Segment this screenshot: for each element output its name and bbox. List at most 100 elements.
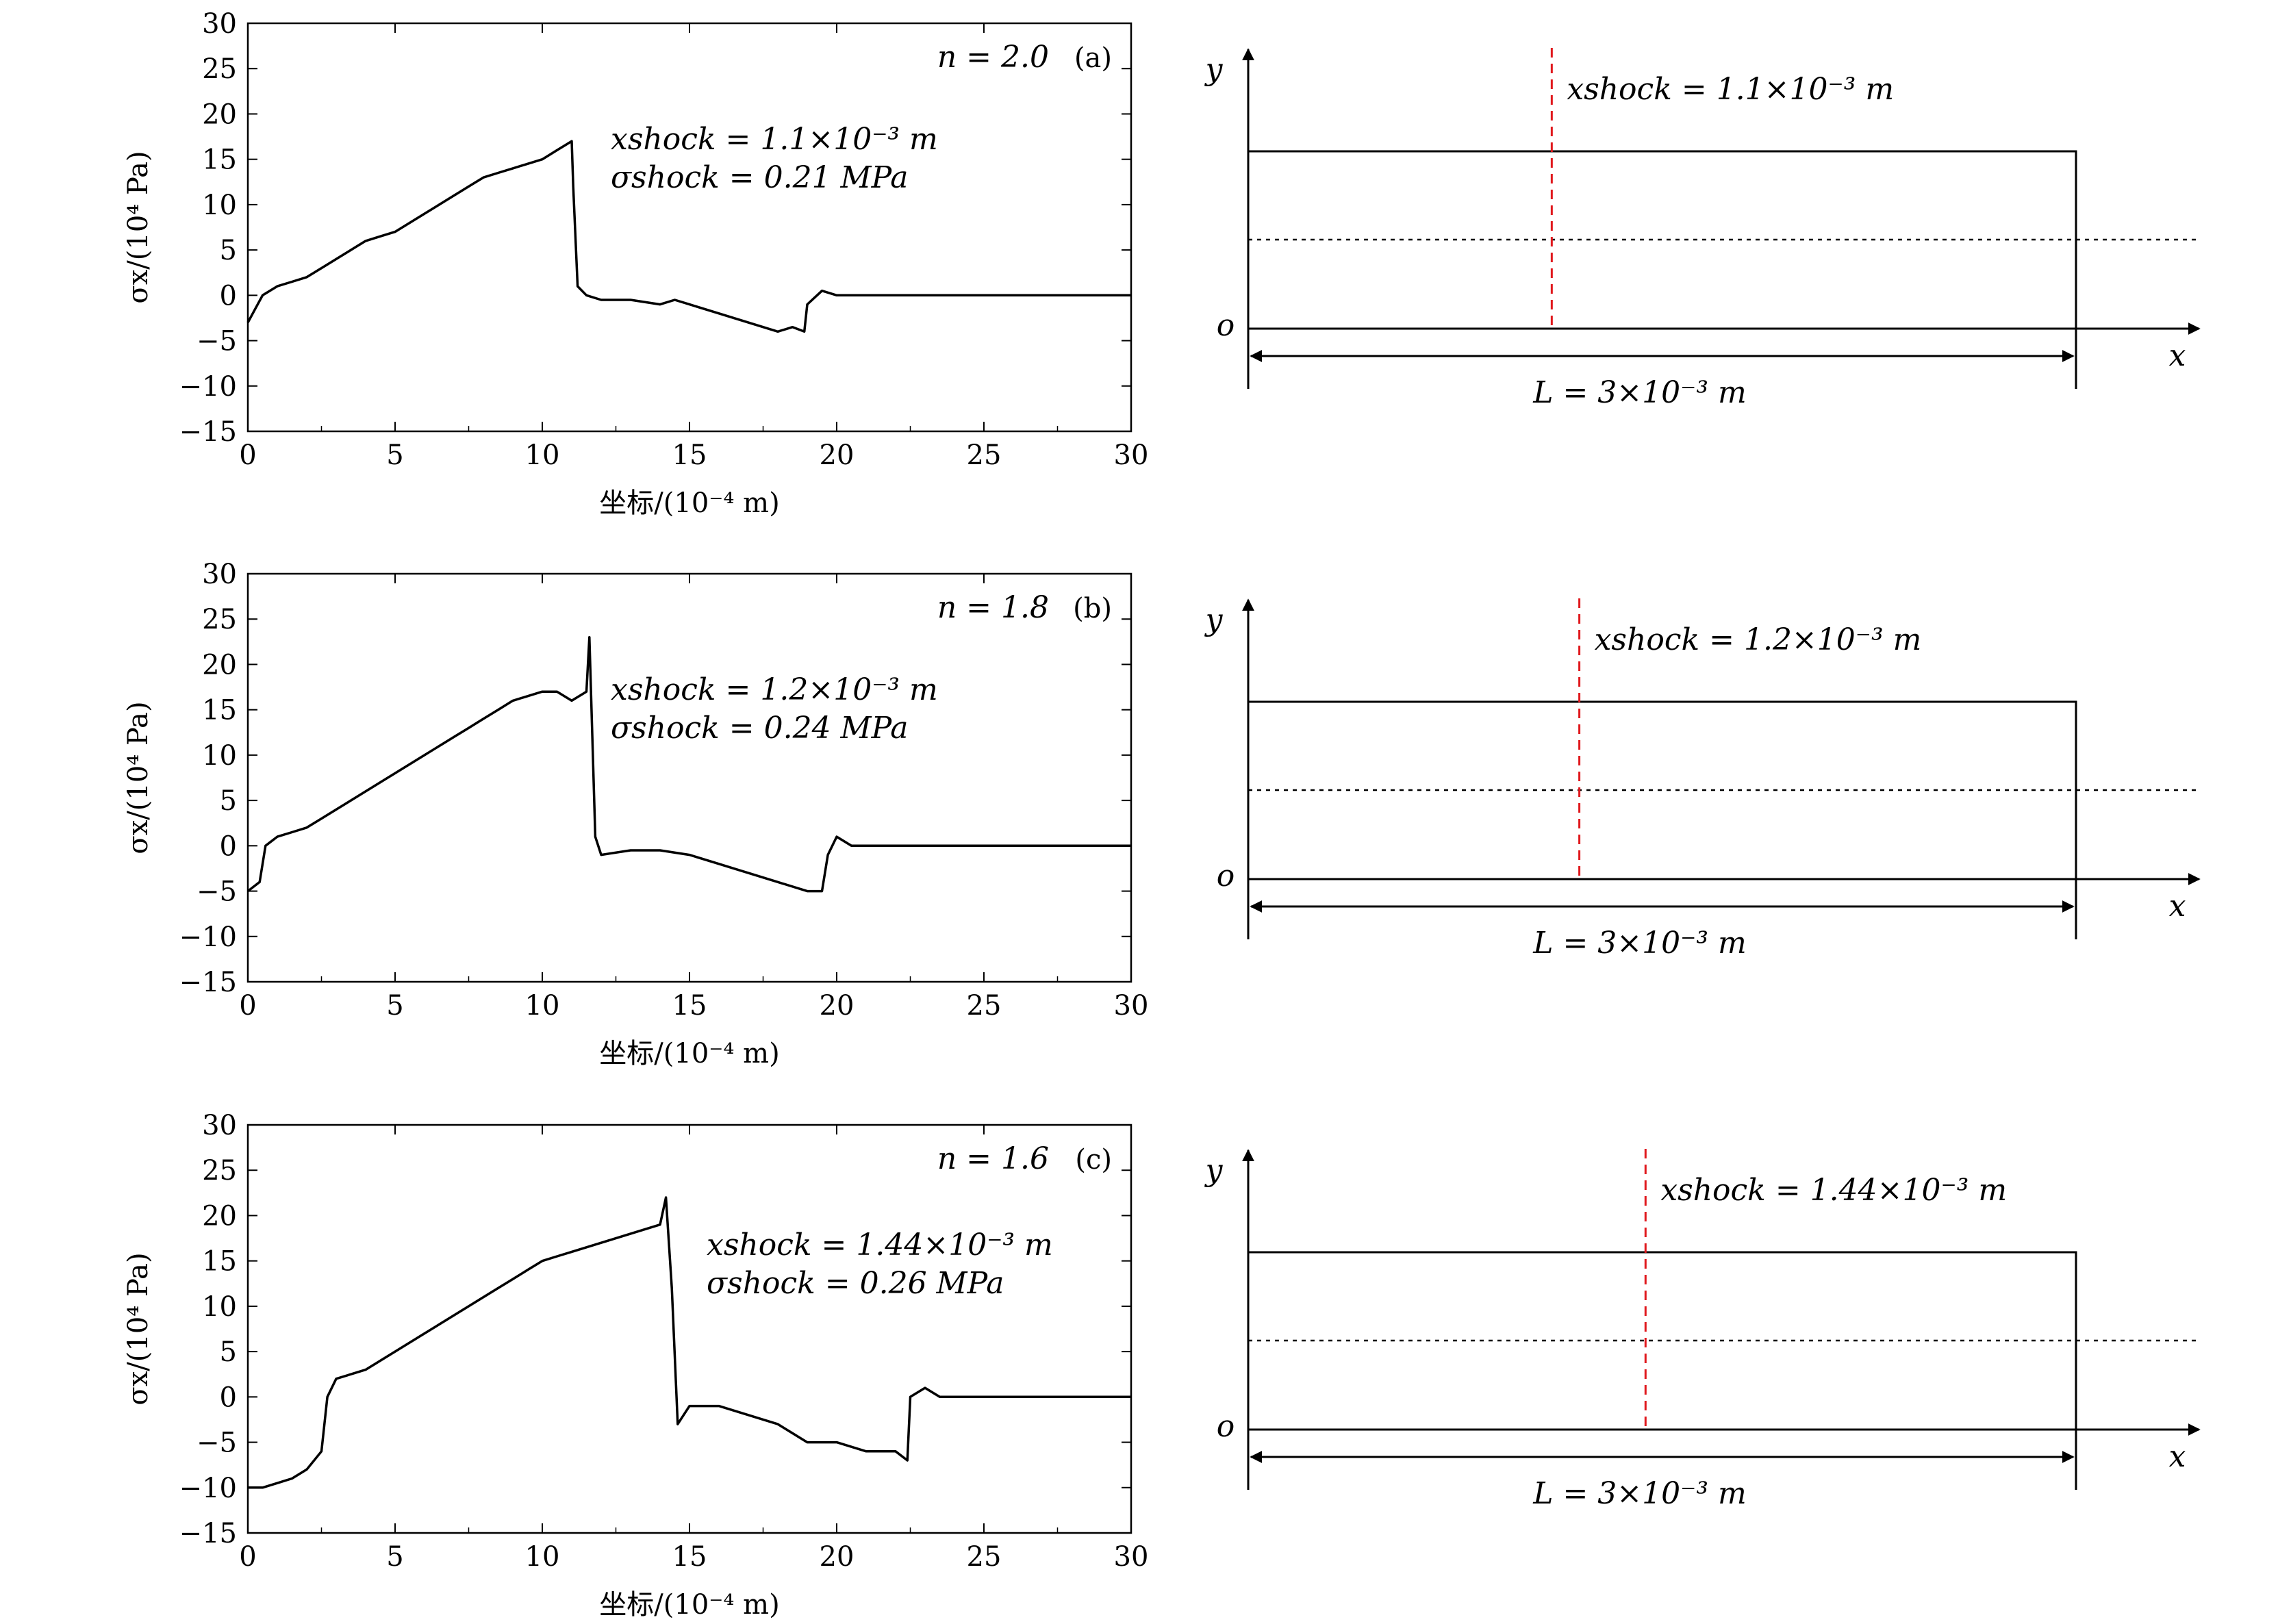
- x-tick-label: 5: [386, 1541, 403, 1573]
- y-tick-label: −10: [179, 371, 237, 403]
- y-tick-label: 15: [202, 1246, 237, 1278]
- y-tick-label: −10: [179, 922, 237, 953]
- x-axis-label: 坐标/(10⁻⁴ m): [599, 1038, 779, 1069]
- shock-stress-annotation: σshock = 0.24 MPa: [611, 711, 908, 746]
- x-tick-label: 30: [1114, 440, 1149, 471]
- domain-boundary: [1248, 150, 2077, 389]
- n-label: n = 1.6: [937, 1141, 1049, 1176]
- x-tick-label: 0: [239, 440, 256, 471]
- y-tick-label: 0: [220, 280, 237, 312]
- schematic-1: y o x xshock = 1.1×10⁻³ m L = 3×10⁻³ m: [1204, 48, 2201, 410]
- plot-panel-1: 0 5 10 15 20 25 30 30 25 20 15 10 5 0 −5 −10 −15 坐标/(10⁻⁴…: [123, 8, 1148, 519]
- y-tick-label: 10: [202, 1291, 237, 1323]
- y-tick-label: 5: [220, 235, 237, 266]
- origin-label: o: [1217, 1409, 1235, 1444]
- x-tick-label: 0: [239, 990, 256, 1022]
- x-tick-label: 15: [672, 990, 707, 1022]
- length-label: L = 3×10⁻³ m: [1532, 375, 1746, 410]
- domain-boundary: [1248, 700, 2077, 939]
- y-axis-name: y: [1204, 52, 1224, 87]
- x-tick-label: 25: [967, 440, 1002, 471]
- x-axis-name: x: [2169, 889, 2186, 924]
- plot-frame: [246, 572, 1132, 983]
- y-tick-label: 30: [202, 8, 237, 40]
- stress-series-line: [248, 1196, 1131, 1489]
- y-tick-label: 15: [202, 144, 237, 176]
- y-tick-label: 30: [202, 1110, 237, 1141]
- y-tick-label: −15: [179, 416, 237, 448]
- shock-position-label: xshock = 1.44×10⁻³ m: [1660, 1173, 2007, 1208]
- n-label: n = 1.8: [937, 590, 1049, 625]
- y-tick-label: 5: [220, 785, 237, 817]
- domain-boundary: [1248, 1251, 2077, 1490]
- plot-frame: [246, 1124, 1132, 1534]
- y-tick-label: 0: [220, 830, 237, 862]
- y-tick-label: −10: [179, 1473, 237, 1504]
- y-tick-label: 20: [202, 99, 237, 130]
- y-tick-label: 25: [202, 604, 237, 635]
- y-tick-label: 15: [202, 695, 237, 726]
- shock-stress-annotation: σshock = 0.26 MPa: [707, 1266, 1004, 1301]
- x-tick-label: 15: [672, 1541, 707, 1573]
- length-label: L = 3×10⁻³ m: [1532, 1476, 1746, 1511]
- y-tick-label: 0: [220, 1382, 237, 1413]
- x-tick-label: 15: [672, 440, 707, 471]
- y-tick-label: −5: [197, 1428, 237, 1459]
- y-tick-label: 10: [202, 190, 237, 221]
- y-axis-label: σx/(10⁴ Pa): [123, 1252, 154, 1405]
- stress-series-line: [246, 140, 1131, 333]
- y-tick-label: 20: [202, 649, 237, 681]
- schematic-2: y o x xshock = 1.2×10⁻³ m L = 3×10⁻³ m: [1204, 598, 2201, 961]
- x-tick-label: 5: [386, 440, 403, 471]
- shock-position-label: xshock = 1.1×10⁻³ m: [1567, 72, 1894, 107]
- shock-position-annotation: xshock = 1.1×10⁻³ m: [611, 122, 938, 157]
- n-label: n = 2.0: [937, 40, 1049, 75]
- x-tick-label: 10: [525, 440, 560, 471]
- x-tick-label: 20: [820, 1541, 855, 1573]
- y-tick-label: −5: [197, 326, 237, 357]
- x-tick-label: 5: [386, 990, 403, 1022]
- shock-position-label: xshock = 1.2×10⁻³ m: [1595, 622, 1922, 657]
- y-tick-label: −15: [179, 967, 237, 998]
- x-tick-label: 30: [1114, 1541, 1149, 1573]
- y-tick-label: 20: [202, 1200, 237, 1232]
- y-axis-label: σx/(10⁴ Pa): [123, 151, 154, 303]
- shock-position-annotation: xshock = 1.44×10⁻³ m: [707, 1228, 1053, 1263]
- shock-stress-annotation: σshock = 0.21 MPa: [611, 160, 908, 195]
- origin-label: o: [1217, 859, 1235, 893]
- plot-panel-2: 0 5 10 15 20 25 30 30 25 20 15 10 5 0 −5 −10 −15 坐标/(10⁻⁴…: [123, 559, 1148, 1069]
- y-tick-label: 5: [220, 1336, 237, 1368]
- y-axis-label: σx/(10⁴ Pa): [123, 701, 154, 854]
- y-tick-label: 10: [202, 740, 237, 772]
- y-tick-label: −5: [197, 876, 237, 908]
- x-tick-label: 0: [239, 1541, 256, 1573]
- y-tick-label: −15: [179, 1518, 237, 1549]
- y-tick-label: 30: [202, 559, 237, 590]
- x-tick-label: 20: [820, 440, 855, 471]
- y-tick-label: 25: [202, 1155, 237, 1187]
- plot-frame: [246, 22, 1132, 433]
- y-axis-name: y: [1204, 602, 1224, 637]
- x-axis-label: 坐标/(10⁻⁴ m): [599, 1589, 779, 1621]
- y-axis-name: y: [1204, 1153, 1224, 1188]
- x-tick-label: 30: [1114, 990, 1149, 1022]
- y-tick-label: 25: [202, 53, 237, 85]
- x-tick-label: 20: [820, 990, 855, 1022]
- panel-label: (b): [1073, 593, 1112, 624]
- x-tick-label: 25: [967, 990, 1002, 1022]
- x-axis-name: x: [2169, 338, 2186, 373]
- x-tick-label: 10: [525, 990, 560, 1022]
- panel-label: (c): [1075, 1144, 1112, 1176]
- panel-label: (a): [1074, 42, 1112, 74]
- x-tick-label: 10: [525, 1541, 560, 1573]
- x-axis-name: x: [2169, 1439, 2186, 1474]
- x-tick-label: 25: [967, 1541, 1002, 1573]
- stress-series-line: [246, 635, 1131, 893]
- plot-panel-3: 0 5 10 15 20 25 30 30 25 20 15 10 5 0 −5 −10 −15 坐标/(10⁻⁴…: [123, 1110, 1148, 1621]
- origin-label: o: [1217, 308, 1235, 343]
- schematic-3: y o x xshock = 1.44×10⁻³ m L = 3×10⁻³ m: [1204, 1149, 2201, 1511]
- shock-position-annotation: xshock = 1.2×10⁻³ m: [611, 672, 938, 707]
- length-label: L = 3×10⁻³ m: [1532, 926, 1746, 961]
- x-axis-label: 坐标/(10⁻⁴ m): [599, 487, 779, 519]
